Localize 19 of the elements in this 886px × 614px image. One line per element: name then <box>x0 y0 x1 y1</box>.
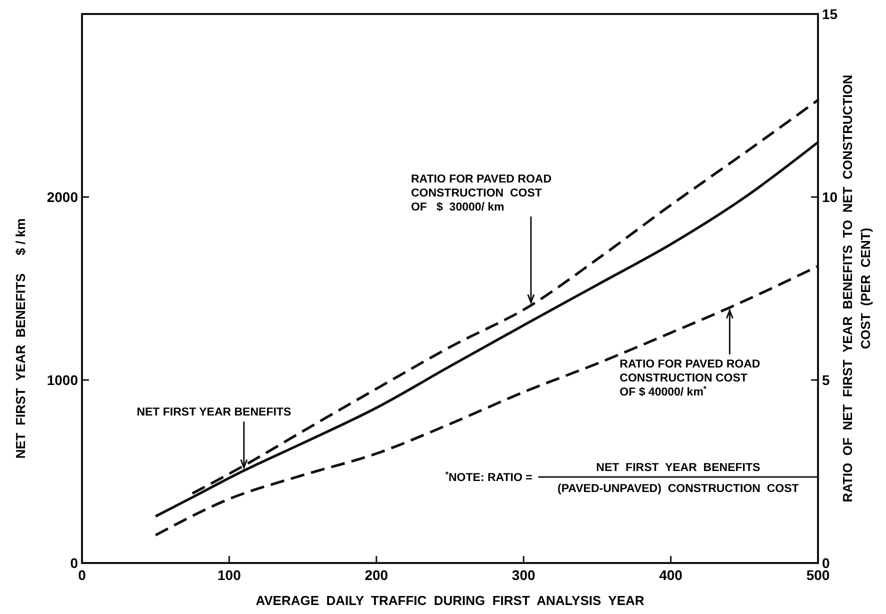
annotation: NET FIRST YEAR BENEFITS <box>136 406 292 419</box>
y2-tick-label: 10 <box>822 189 838 205</box>
x-axis-title: AVERAGE DAILY TRAFFIC DURING FIRST ANALYSIS YEAR <box>256 593 645 608</box>
y-axis-title: NET FIRST YEAR BENEFITS $ / km <box>13 218 28 459</box>
y2-axis-title: RATIO OF NET FIRST YEAR BENEFITS TO NET CONSTRUCTION COST (PER CENT) <box>840 74 873 502</box>
x-tick-label: 100 <box>218 567 242 583</box>
y-tick-label: 1000 <box>46 372 78 388</box>
annotation: $^{*}$NOTE: RATIO = <box>445 469 533 484</box>
y2-tick-label: 5 <box>822 372 830 388</box>
x-tick-label: 200 <box>364 567 388 583</box>
y-tick-label: 0 <box>70 555 78 571</box>
annotation: NET FIRST YEAR BENEFITS <box>596 462 760 474</box>
x-tick-label: 400 <box>659 567 683 583</box>
annotation: RATIO FOR PAVED ROAD CONSTRUCTION COST OF $ 40000/ km$^{*}$ <box>620 358 760 398</box>
y2-tick-label: 15 <box>822 6 838 22</box>
annotation: RATIO FOR PAVED ROAD CONSTRUCTION COST OF $ 30000/ km <box>410 174 552 214</box>
y-tick-label: 2000 <box>46 189 78 205</box>
x-tick-label: 300 <box>512 567 536 583</box>
annotation: (PAVED-UNPAVED) CONSTRUCTION COST <box>558 482 799 495</box>
